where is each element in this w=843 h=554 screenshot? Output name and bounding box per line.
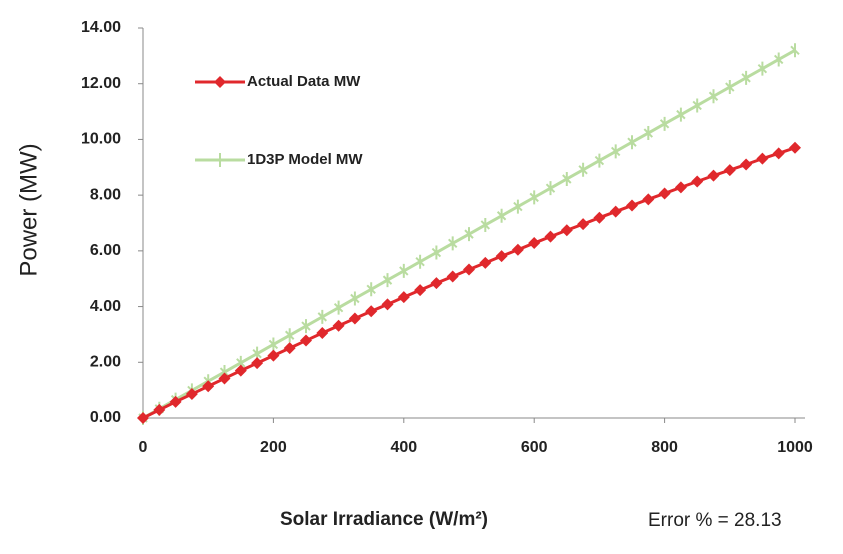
point [430, 277, 443, 290]
point [348, 312, 361, 325]
point [790, 43, 800, 58]
x-tick-label: 0 [139, 439, 148, 456]
point [332, 319, 345, 332]
point [529, 190, 539, 205]
point [202, 380, 215, 393]
x-tick-label: 400 [390, 439, 417, 456]
x-tick-label: 600 [521, 439, 548, 456]
point [692, 98, 702, 113]
x-axis-label: Solar Irradiance (W/m²) [280, 509, 488, 530]
point [642, 193, 655, 206]
point [723, 164, 736, 177]
y-tick-label: 2.00 [90, 354, 121, 371]
point [381, 298, 394, 311]
point [300, 334, 312, 347]
point [317, 309, 328, 324]
point [463, 263, 475, 276]
point [627, 135, 637, 150]
point [513, 199, 523, 214]
point [251, 357, 264, 370]
point [756, 152, 769, 165]
point [659, 116, 670, 131]
point [772, 147, 785, 160]
point [674, 181, 687, 194]
point [725, 80, 735, 95]
point [218, 372, 231, 385]
y-axis-label: Power (MW) [15, 143, 42, 276]
point [366, 282, 376, 297]
point [169, 395, 182, 408]
point [593, 211, 606, 224]
point [153, 403, 166, 416]
point [365, 305, 378, 318]
legend-label: Actual Data MW [247, 73, 361, 90]
point [415, 254, 425, 269]
legend-marker [214, 76, 226, 88]
y-tick-label: 12.00 [81, 75, 121, 92]
point [676, 107, 686, 122]
point [431, 245, 442, 260]
point [609, 205, 622, 218]
point [691, 175, 704, 188]
y-tick-label: 14.00 [81, 19, 121, 36]
point [446, 270, 459, 283]
y-tick-label: 4.00 [90, 298, 121, 315]
point [626, 199, 638, 212]
point [496, 208, 507, 223]
point [740, 158, 753, 171]
point [562, 171, 572, 186]
point [741, 70, 751, 85]
point [333, 300, 344, 315]
point [544, 230, 557, 243]
point [137, 412, 149, 424]
point [658, 187, 671, 200]
point [284, 328, 295, 343]
point [707, 169, 720, 182]
point [350, 291, 360, 306]
point [643, 126, 654, 141]
point [301, 319, 311, 334]
point [283, 342, 296, 355]
point [511, 243, 524, 256]
point [479, 256, 492, 269]
x-tick-label: 800 [651, 439, 678, 456]
y-tick-label: 8.00 [90, 186, 121, 203]
y-tick-label: 6.00 [90, 242, 121, 259]
point [594, 153, 605, 168]
point [560, 224, 573, 237]
annotation: Error % = 28.13 [648, 510, 782, 531]
point [773, 52, 784, 67]
point [234, 364, 247, 377]
point [708, 89, 719, 104]
series-line [142, 146, 796, 420]
point [789, 141, 801, 154]
point [464, 227, 474, 242]
point [316, 327, 329, 340]
point [578, 162, 588, 177]
point [528, 237, 541, 250]
x-tick-label: 200 [260, 439, 287, 456]
point [447, 236, 458, 251]
point [267, 349, 280, 362]
point [480, 217, 491, 232]
point [610, 144, 621, 159]
point [399, 263, 409, 278]
point [185, 388, 198, 401]
point [495, 250, 508, 263]
legend-label: 1D3P Model MW [247, 151, 363, 168]
point [382, 273, 393, 288]
point [757, 61, 768, 76]
x-tick-label: 1000 [777, 439, 813, 456]
y-tick-label: 10.00 [81, 131, 121, 148]
point [577, 218, 590, 231]
point [268, 337, 279, 352]
point [414, 284, 427, 297]
y-tick-label: 0.00 [90, 409, 121, 426]
point [545, 181, 556, 196]
point [397, 291, 410, 304]
